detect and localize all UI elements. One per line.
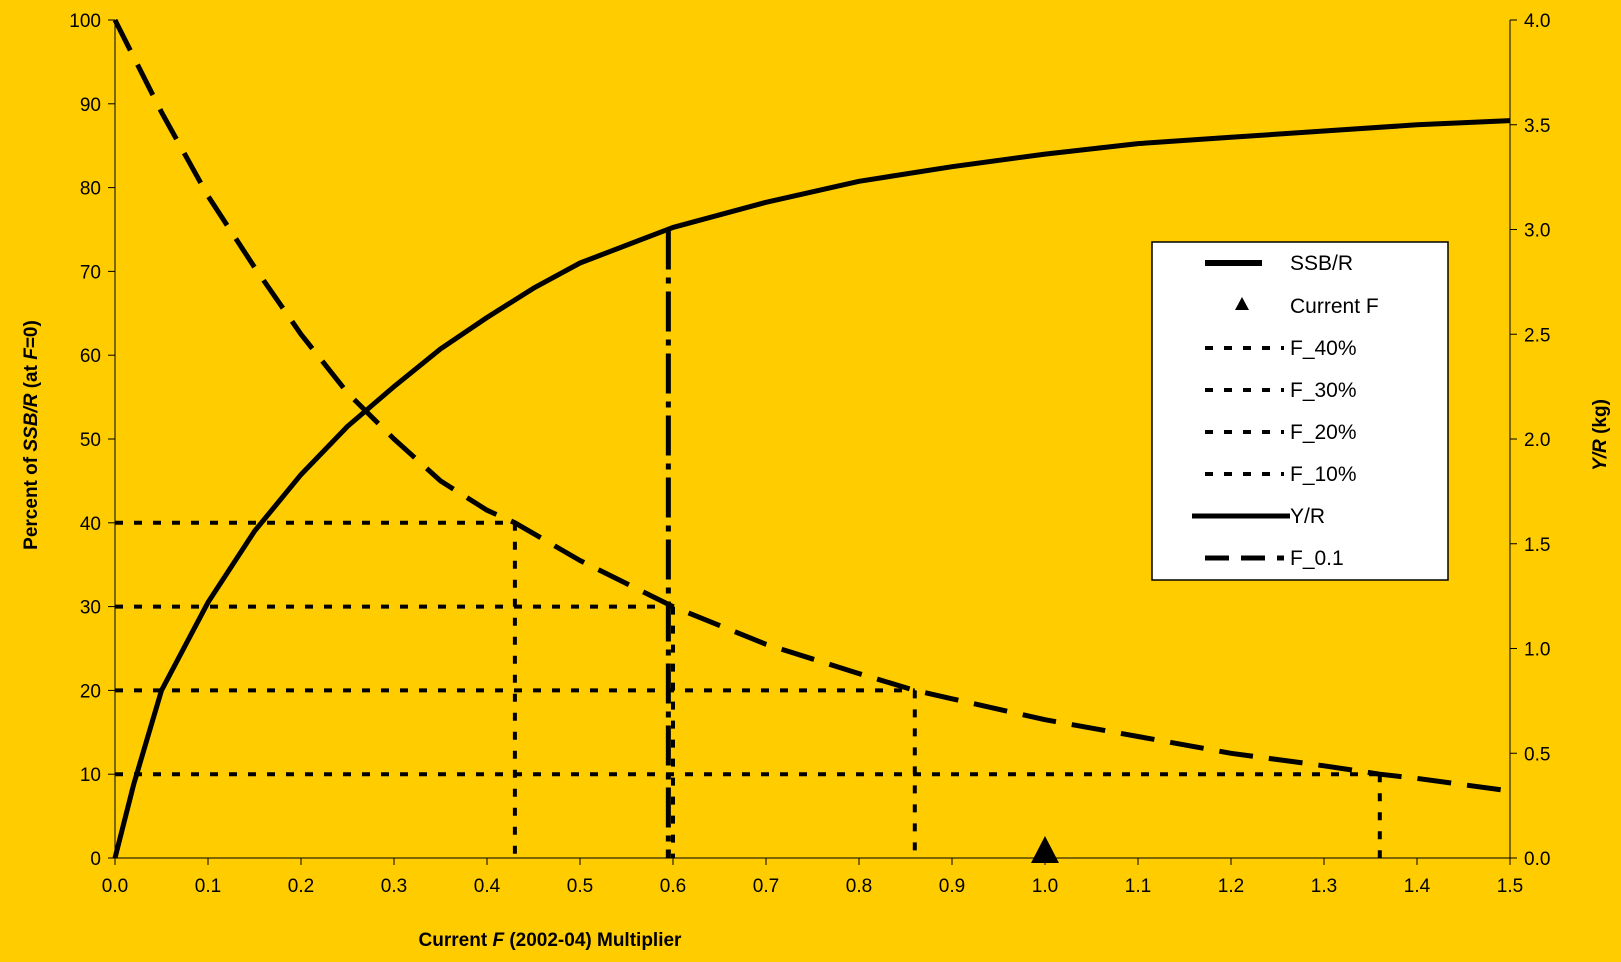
legend-label-f10: F_10%	[1290, 463, 1357, 486]
x-tick-label: 0.9	[939, 876, 965, 897]
x-tick-label: 0.4	[474, 876, 501, 897]
legend-swatch-current-f	[1235, 297, 1249, 310]
y-tick-label: 50	[80, 430, 101, 451]
y2-axis-title: Y/R (kg)	[1590, 399, 1611, 471]
x-tick-label: 0.3	[381, 876, 407, 897]
x-axis-title-part: (2002-04) Multiplier	[504, 930, 682, 951]
x-tick-label: 0.7	[753, 876, 779, 897]
y-tick-label: 70	[80, 262, 101, 283]
x-tick-label: 1.3	[1311, 876, 1337, 897]
y-tick-label: 100	[69, 11, 101, 32]
legend-label-current-f: Current F	[1290, 295, 1379, 318]
legend-label-f40: F_40%	[1290, 337, 1357, 360]
legend-label-ssbr: SSB/R	[1290, 252, 1353, 275]
x-tick-label: 1.5	[1497, 876, 1523, 897]
x-tick-label: 1.4	[1404, 876, 1431, 897]
y-axis-title: Percent of SSB/R (at F=0)	[21, 320, 42, 550]
legend-label-f30: F_30%	[1290, 379, 1357, 402]
axes: 0.0 0.1 0.2 0.3 0.4 0.5 0.6 0.7 0.8 0.9 1.0 1.1 1.2 1…	[69, 11, 1550, 897]
x-tick-label: 0.8	[846, 876, 872, 897]
x-tick-label: 0.2	[288, 876, 314, 897]
y2-tick-label: 0.5	[1524, 744, 1550, 765]
x-axis-title: Current F (2002-04) Multiplier	[419, 930, 683, 951]
y2-axis-title-part: Y/R	[1590, 439, 1611, 471]
y2-tick-label: 2.5	[1524, 325, 1550, 346]
y-axis-title-part: Percent of	[21, 452, 42, 550]
legend-label-yr: Y/R	[1290, 505, 1325, 528]
y-tick-label: 10	[80, 765, 101, 786]
series-line-y-r	[112, 118, 1511, 859]
y2-tick-label: 0.0	[1524, 849, 1550, 870]
y-axis-title-part: F	[21, 347, 42, 360]
y2-axis-title-part: (kg)	[1590, 399, 1611, 439]
y-tick-label: 90	[80, 95, 101, 116]
y2-tick-label: 3.0	[1524, 221, 1550, 242]
y-tick-label: 80	[80, 179, 101, 200]
legend-box	[1151, 241, 1449, 581]
x-tick-label: 0.1	[195, 876, 221, 897]
series-line-ssb-r	[112, 18, 1511, 794]
legend: SSB/R Current F F_40% F_30% F_20% F_10% …	[1151, 241, 1449, 581]
y2-tick-label: 2.0	[1524, 430, 1550, 451]
y-axis-title-part: (at	[21, 360, 42, 394]
y2-tick-label: 1.0	[1524, 640, 1550, 661]
x-tick-label: 0.5	[567, 876, 593, 897]
x-tick-label: 1.2	[1218, 876, 1244, 897]
y-tick-label: 20	[80, 681, 101, 702]
y-axis-title-part: SSB/R	[21, 393, 42, 451]
plot-area	[112, 18, 1511, 863]
x-tick-label: 1.0	[1032, 876, 1058, 897]
x-tick-label: 1.1	[1125, 876, 1151, 897]
current-f-marker	[1031, 836, 1059, 863]
y-tick-label: 0	[90, 849, 101, 870]
y2-tick-label: 4.0	[1524, 11, 1550, 32]
y-tick-label: 40	[80, 514, 101, 535]
y2-tick-label: 1.5	[1524, 535, 1550, 556]
x-axis-title-part: F	[492, 930, 505, 951]
y-tick-label: 30	[80, 598, 101, 619]
legend-label-f01: F_0.1	[1290, 547, 1344, 570]
y-axis-title-part: =0)	[21, 320, 42, 348]
x-tick-label: 0.6	[660, 876, 686, 897]
y-tick-label: 60	[80, 346, 101, 367]
x-axis-title-part: Current	[419, 930, 493, 951]
legend-label-f20: F_20%	[1290, 421, 1357, 444]
x-tick-label: 0.0	[102, 876, 128, 897]
y2-tick-label: 3.5	[1524, 116, 1550, 137]
